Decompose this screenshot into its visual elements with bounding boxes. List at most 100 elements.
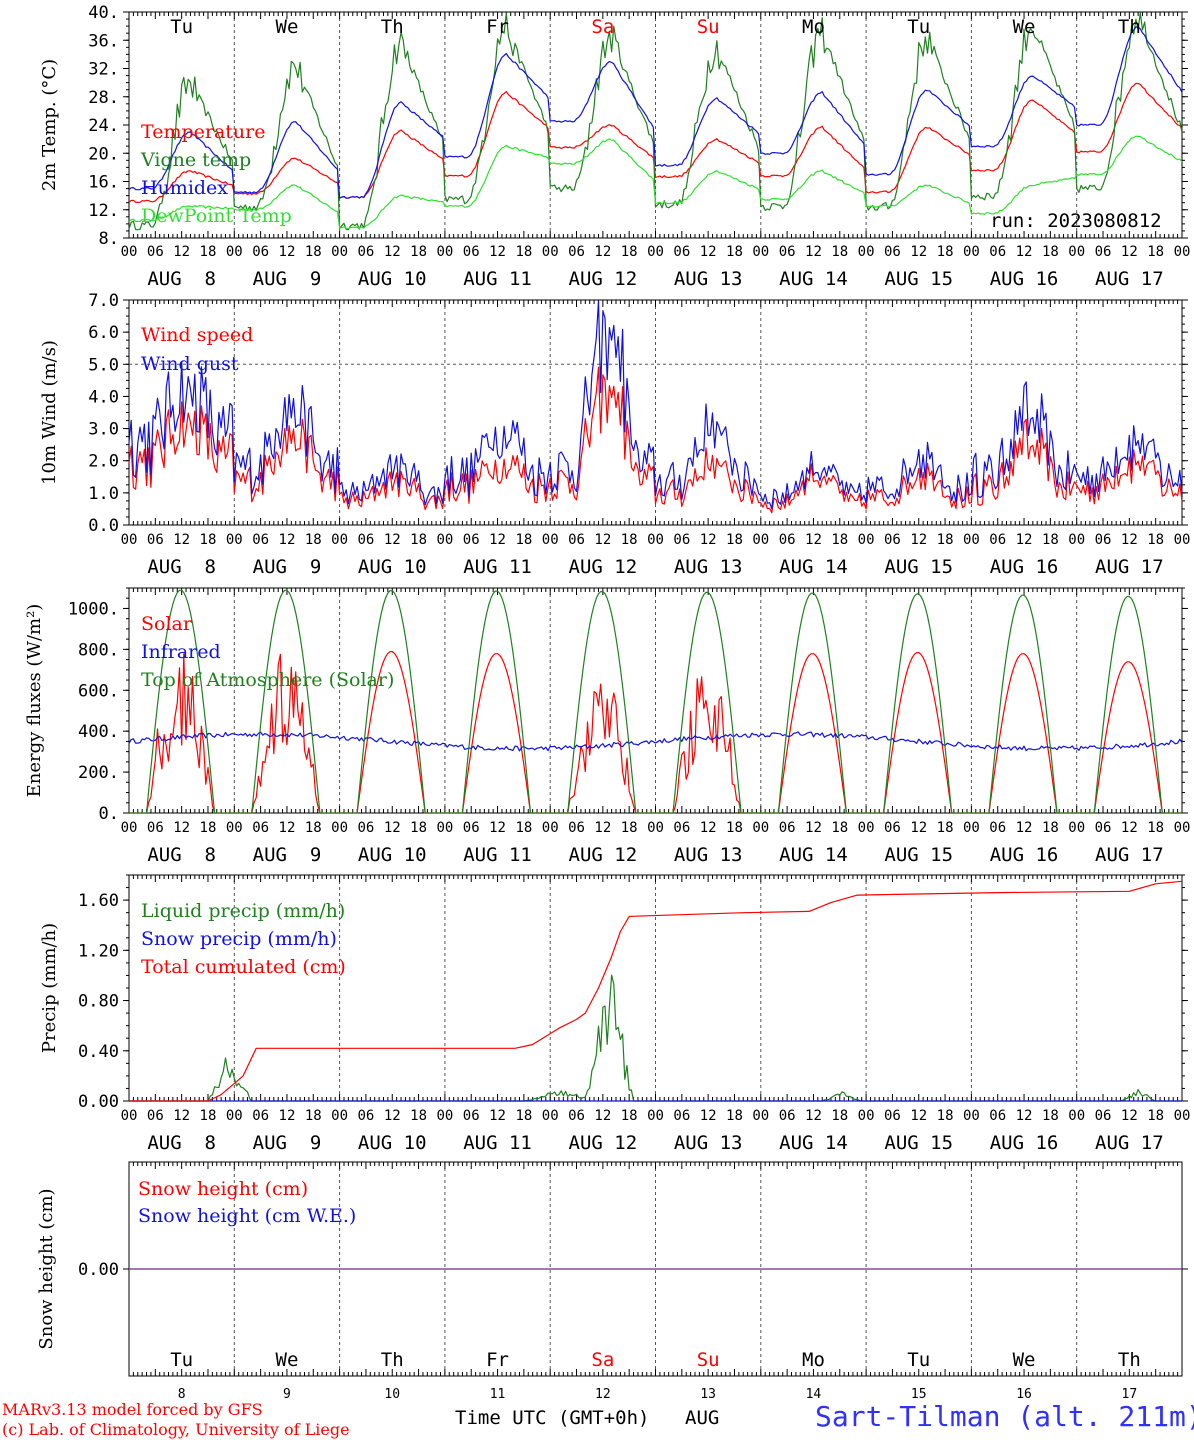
hour-tick-label: 12 (1016, 1108, 1033, 1124)
hour-tick-label: 00 (1068, 244, 1085, 260)
weekday-label: Sa (591, 16, 614, 38)
hour-tick-label: 12 (805, 244, 822, 260)
hour-tick-label: 12 (1016, 532, 1033, 548)
hour-tick-label: 18 (831, 532, 848, 548)
day-number-label: 15 (911, 1387, 927, 1402)
hour-tick-label: 18 (305, 532, 322, 548)
hour-tick-label: 12 (700, 820, 717, 836)
legend-entry: Solar (141, 613, 193, 635)
plot-frame (128, 587, 1183, 814)
hour-tick-label: 06 (989, 244, 1006, 260)
hour-tick-label: 12 (173, 532, 190, 548)
hour-tick-label: 18 (515, 1108, 532, 1124)
hour-tick-label: 06 (673, 820, 690, 836)
hour-tick-label: 00 (226, 532, 243, 548)
hour-tick-label: 18 (200, 532, 217, 548)
hour-tick-label: 12 (594, 820, 611, 836)
legend-entry: Snow height (cm W.E.) (138, 1205, 356, 1227)
hour-tick-label: 12 (1121, 1108, 1138, 1124)
hour-tick-label: 12 (279, 820, 296, 836)
hour-tick-label: 12 (910, 820, 927, 836)
series-line-vigne-temp (128, 12, 1183, 231)
hour-tick-label: 00 (858, 244, 875, 260)
hour-tick-label: 06 (568, 532, 585, 548)
hour-tick-label: 00 (858, 820, 875, 836)
hour-tick-label: 12 (805, 1108, 822, 1124)
legend-entry: Temperature (141, 121, 265, 143)
hour-tick-label: 00 (542, 1108, 559, 1124)
hour-tick-label: 12 (1016, 820, 1033, 836)
date-label: AUG 8 (147, 1132, 216, 1154)
y-tick-label: 32. (88, 60, 119, 80)
panel-1 (123, 11, 1188, 239)
hour-tick-label: 06 (673, 1108, 690, 1124)
hour-tick-label: 06 (252, 532, 269, 548)
hour-tick-label: 06 (357, 1108, 374, 1124)
hour-tick-label: 06 (989, 1108, 1006, 1124)
station-label: Sart-Tilman (alt. 211m) (815, 1400, 1194, 1433)
hour-tick-label: 06 (463, 820, 480, 836)
hour-tick-label: 18 (621, 244, 638, 260)
hour-tick-label: 12 (700, 244, 717, 260)
weekday-label: We (1013, 16, 1036, 38)
hour-tick-label: 00 (858, 532, 875, 548)
hour-tick-label: 12 (489, 244, 506, 260)
hour-tick-label: 00 (331, 1108, 348, 1124)
weekday-label: Tu (170, 1349, 193, 1371)
hour-tick-label: 12 (910, 532, 927, 548)
day-number-label: 16 (1016, 1387, 1032, 1402)
series-line-wind-speed (128, 366, 1183, 514)
hour-tick-label: 12 (1016, 244, 1033, 260)
hour-tick-label: 18 (726, 1108, 743, 1124)
hour-tick-label: 12 (384, 1108, 401, 1124)
hour-tick-label: 00 (752, 532, 769, 548)
y-tick-label: 0.0 (88, 516, 119, 536)
hour-tick-label: 00 (331, 244, 348, 260)
date-label: AUG 12 (569, 1132, 638, 1154)
hour-tick-label: 18 (410, 532, 427, 548)
y-tick-label: 0. (99, 804, 119, 824)
date-label: AUG 17 (1095, 556, 1164, 578)
footer-model: MARv3.13 model forced by GFS (2, 1400, 263, 1419)
weekday-label: Fr (486, 16, 509, 38)
hour-tick-label: 18 (305, 820, 322, 836)
time-axis-label: Time UTC (GMT+0h) (455, 1407, 650, 1429)
hour-tick-label: 00 (963, 532, 980, 548)
y-tick-label: 2.0 (88, 452, 119, 472)
hour-tick-label: 06 (463, 1108, 480, 1124)
hour-tick-label: 18 (726, 244, 743, 260)
hour-tick-label: 06 (989, 820, 1006, 836)
hour-tick-label: 12 (384, 820, 401, 836)
weekday-label: We (276, 16, 299, 38)
y-tick-label: 0.80 (78, 992, 119, 1012)
y-axis-label: Energy fluxes (W/m²) (24, 604, 45, 798)
hour-tick-label: 18 (515, 532, 532, 548)
hour-tick-label: 18 (1147, 244, 1164, 260)
date-label: AUG 17 (1095, 268, 1164, 290)
hour-tick-label: 00 (1174, 820, 1191, 836)
date-label: AUG 11 (463, 556, 532, 578)
hour-tick-label: 00 (1174, 244, 1191, 260)
date-label: AUG 17 (1095, 844, 1164, 866)
weekday-label: Th (1118, 16, 1141, 38)
series-line-dewpoint-temp (128, 135, 1183, 230)
day-number-label: 17 (1122, 1387, 1138, 1402)
hour-tick-label: 18 (305, 244, 322, 260)
y-tick-label: 3.0 (88, 420, 119, 440)
hour-tick-label: 12 (910, 244, 927, 260)
hour-tick-label: 18 (1042, 1108, 1059, 1124)
weekday-label: Th (381, 16, 404, 38)
date-label: AUG 11 (463, 844, 532, 866)
date-label: AUG 11 (463, 1132, 532, 1154)
date-label: AUG 8 (147, 556, 216, 578)
hour-tick-label: 12 (384, 244, 401, 260)
hour-tick-label: 18 (831, 820, 848, 836)
hour-tick-label: 00 (963, 820, 980, 836)
hour-tick-label: 12 (173, 244, 190, 260)
hour-tick-label: 00 (963, 244, 980, 260)
hour-tick-label: 12 (594, 1108, 611, 1124)
hour-tick-label: 06 (1095, 244, 1112, 260)
hour-tick-label: 06 (357, 820, 374, 836)
hour-tick-label: 00 (121, 244, 138, 260)
footer-copyright: (c) Lab. of Climatology, University of L… (2, 1420, 350, 1439)
